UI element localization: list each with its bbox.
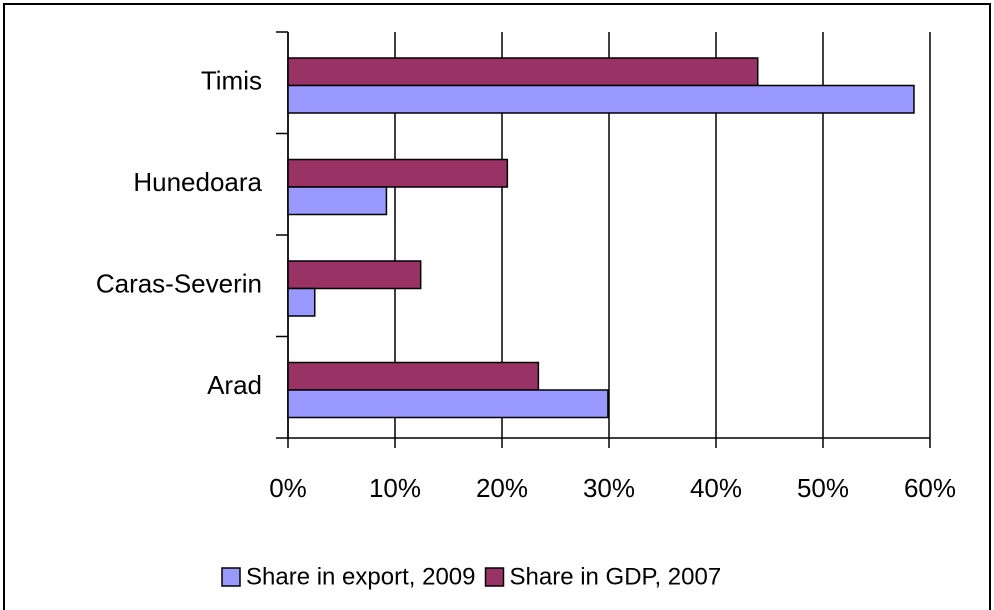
x-tick-label: 20% bbox=[476, 473, 528, 503]
bar bbox=[287, 287, 316, 317]
bar bbox=[287, 389, 609, 419]
legend-swatch bbox=[221, 567, 241, 587]
y-tick-label: Arad bbox=[207, 370, 262, 400]
y-tick-label: Timis bbox=[201, 66, 262, 96]
legend-label: Share in export, 2009 bbox=[246, 563, 476, 590]
x-tick-label: 50% bbox=[797, 473, 849, 503]
legend-swatch bbox=[484, 567, 505, 587]
x-tick-label: 40% bbox=[690, 473, 742, 503]
y-tick-label: Caras-Severin bbox=[96, 269, 262, 299]
bar bbox=[287, 361, 540, 391]
bar bbox=[287, 158, 509, 188]
bar bbox=[287, 186, 388, 216]
bar bbox=[287, 260, 422, 290]
bar bbox=[287, 84, 915, 114]
x-tick-label: 10% bbox=[369, 473, 421, 503]
y-tick-label: Hunedoara bbox=[133, 167, 262, 197]
x-tick-label: 0% bbox=[269, 473, 307, 503]
bar bbox=[287, 57, 759, 87]
x-tick-label: 60% bbox=[904, 473, 956, 503]
legend-label: Share in GDP, 2007 bbox=[510, 563, 722, 590]
x-tick-label: 30% bbox=[583, 473, 635, 503]
